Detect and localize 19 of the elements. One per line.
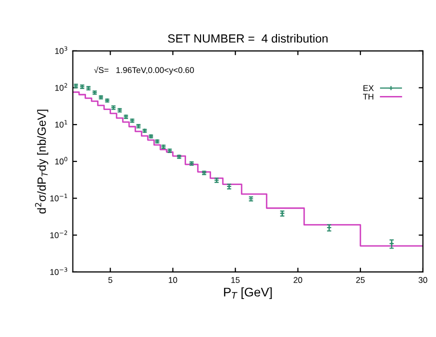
y-tick-label: 10$^{2}$: [55, 83, 68, 91]
x-tick-label: 20: [294, 277, 302, 283]
y-tick-label: 10$^{−3}$: [50, 267, 68, 275]
y-tick-label: 10$^{−1}$: [50, 194, 68, 202]
x-tick-label: 15: [231, 277, 240, 283]
x-tick-label: 30: [418, 277, 428, 283]
chart-title: SET NUMBER = 4 distribution: [168, 34, 328, 43]
y-axis-title: d$^{2}$σ/dP$_{T}$dy [nb/GeV]: [35, 110, 48, 214]
y-tick-label: 10$^{1}$: [55, 120, 68, 128]
x-tick-label: 25: [356, 277, 365, 283]
x-tick-label: 10: [168, 277, 178, 283]
annotation: √S= 1.96TeV,0.00<y<0.60: [94, 66, 194, 75]
legend-label: EX: [363, 85, 374, 91]
y-tick-label: 10$^{0}$: [55, 156, 68, 164]
legend-label: TH: [362, 94, 374, 100]
y-tick-label: 10$^{3}$: [55, 46, 68, 54]
x-tick-label: 5: [108, 277, 112, 283]
x-axis-title: P$_{T}$ [GeV]: [224, 287, 272, 300]
y-tick-label: 10$^{−2}$: [50, 230, 68, 238]
